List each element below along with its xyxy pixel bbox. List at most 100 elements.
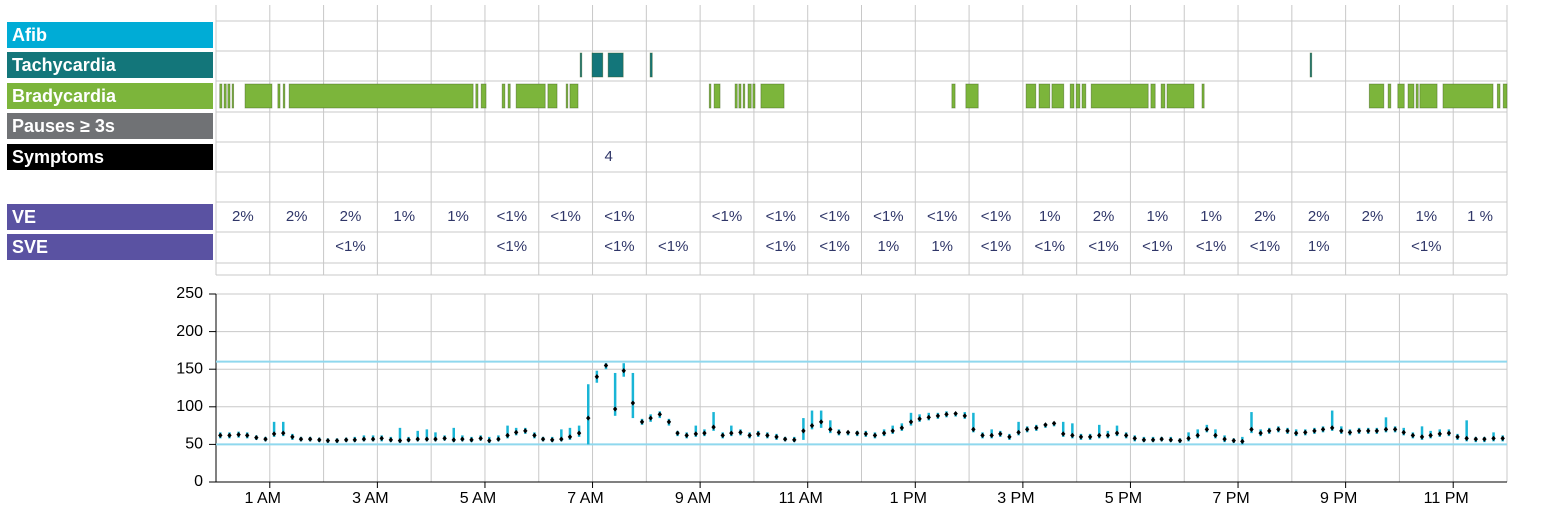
avg-dot	[1007, 434, 1012, 440]
percent-value: <1%	[819, 208, 849, 225]
percent-value: <1%	[873, 208, 903, 225]
percent-value: 1%	[1147, 208, 1169, 225]
avg-dot	[1428, 432, 1433, 438]
avg-dot	[1258, 430, 1263, 436]
avg-dot	[352, 437, 357, 443]
avg-dot	[1043, 422, 1048, 428]
row-label-box	[7, 22, 213, 48]
symptom-count: 4	[605, 148, 613, 165]
avg-dot	[828, 426, 833, 432]
event-bar	[475, 83, 479, 109]
avg-dot	[1437, 431, 1442, 437]
percent-value: 1%	[1200, 208, 1222, 225]
event-bar	[742, 83, 746, 109]
avg-dot	[1320, 426, 1326, 432]
avg-dot	[621, 368, 626, 374]
row-label: Symptoms	[12, 147, 104, 167]
event-bar	[579, 52, 583, 78]
avg-dot	[1087, 434, 1093, 440]
avg-dot	[953, 410, 958, 417]
percent-value: 1%	[1308, 238, 1330, 255]
avg-dot	[1455, 434, 1460, 440]
avg-dot	[675, 430, 680, 436]
event-bar	[1166, 83, 1195, 109]
percent-value: <1%	[981, 208, 1011, 225]
avg-dot	[1401, 429, 1406, 435]
percent-value: <1%	[766, 238, 796, 255]
avg-dot	[469, 437, 474, 443]
avg-dot	[765, 432, 770, 438]
percent-value: <1%	[1088, 238, 1118, 255]
event-bar	[547, 83, 558, 109]
avg-dot	[1446, 430, 1452, 436]
avg-dot	[1383, 426, 1389, 432]
avg-dot	[263, 436, 268, 442]
row-label: Bradycardia	[12, 86, 117, 106]
avg-dot	[908, 419, 914, 425]
avg-dot	[496, 436, 501, 442]
avg-dot	[648, 415, 653, 421]
avg-dot	[738, 429, 743, 435]
event-bar	[231, 83, 235, 109]
avg-dot	[1356, 428, 1362, 434]
event-bar	[965, 83, 979, 109]
avg-dot	[513, 429, 519, 435]
event-bar	[1502, 83, 1508, 109]
avg-dot	[1392, 426, 1398, 432]
avg-dot	[1491, 435, 1496, 441]
percent-value: <1%	[604, 238, 634, 255]
x-tick-label: 11 AM	[779, 490, 823, 507]
x-tick-label: 7 AM	[567, 490, 603, 507]
x-tick-label: 3 PM	[997, 490, 1034, 507]
percent-value: <1%	[712, 208, 742, 225]
avg-dot	[227, 432, 232, 438]
avg-dot	[684, 432, 689, 438]
row-label: Tachycardia	[12, 55, 117, 75]
avg-dot	[1293, 430, 1299, 436]
avg-dot	[487, 438, 492, 444]
avg-dot	[1159, 436, 1164, 442]
event-bar	[649, 52, 653, 78]
avg-dot	[540, 436, 546, 442]
event-bar	[569, 83, 579, 109]
avg-dot	[845, 429, 851, 435]
event-bar	[1160, 83, 1166, 109]
x-tick-label: 3 AM	[352, 490, 388, 507]
percent-value: 1%	[1039, 208, 1061, 225]
row-label-box	[7, 234, 213, 260]
avg-dot	[379, 435, 384, 441]
avg-dot	[693, 431, 699, 437]
row-label-box	[7, 144, 213, 170]
event-bar	[227, 83, 231, 109]
avg-dot	[989, 432, 994, 438]
avg-dot	[1213, 432, 1218, 438]
avg-dot	[397, 438, 403, 444]
avg-dot	[971, 426, 976, 432]
avg-dot	[236, 432, 241, 438]
percent-value: <1%	[497, 208, 527, 225]
avg-dot	[657, 411, 662, 417]
avg-dot	[1240, 438, 1245, 444]
row-label-box	[7, 204, 213, 230]
avg-dot	[836, 429, 842, 435]
event-bar	[1387, 83, 1392, 109]
avg-dot	[1186, 435, 1191, 441]
event-bar	[1069, 83, 1075, 109]
avg-dot	[881, 430, 887, 436]
percent-value: <1%	[1250, 238, 1280, 255]
avg-dot	[254, 435, 259, 441]
percent-value: 1%	[1415, 208, 1437, 225]
percent-value: 2%	[286, 208, 308, 225]
x-tick-label: 1 PM	[890, 490, 927, 507]
percent-value: <1%	[335, 238, 365, 255]
avg-dot	[1347, 429, 1353, 435]
percent-value: <1%	[1035, 238, 1065, 255]
percent-value: <1%	[927, 208, 957, 225]
avg-dot	[917, 416, 922, 422]
avg-dot	[1024, 426, 1030, 432]
event-bar	[734, 83, 738, 109]
avg-dot	[218, 432, 223, 438]
row-label-box	[7, 83, 213, 109]
percent-value: <1%	[981, 238, 1011, 255]
